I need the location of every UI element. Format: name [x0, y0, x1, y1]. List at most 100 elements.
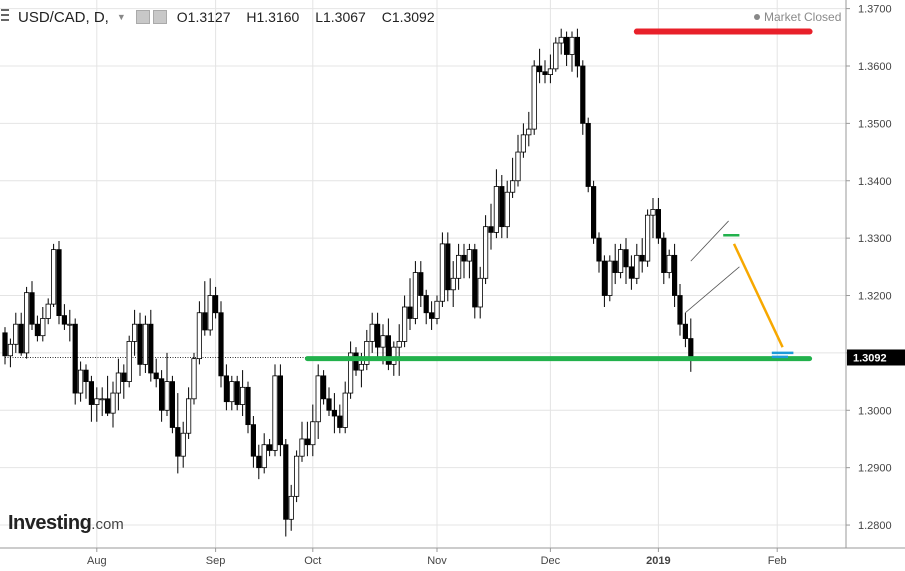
candle-down — [326, 398, 332, 411]
candle-up — [520, 134, 527, 153]
candle-down — [499, 186, 505, 228]
candle-down — [266, 444, 273, 451]
candle-down — [202, 312, 208, 331]
candle-up — [7, 343, 13, 357]
channel-lower — [685, 266, 740, 314]
candle-down — [655, 209, 662, 239]
chevron-down-icon[interactable]: ▼ — [116, 12, 126, 22]
candle-up — [547, 68, 554, 75]
candle-up — [455, 254, 462, 279]
candle-up — [142, 323, 148, 365]
chart-header: USD/CAD, D, ▼ O1.3127 H1.3160 L1.3067 C1… — [0, 7, 447, 27]
candle-down — [153, 372, 159, 380]
candle-down — [158, 378, 165, 411]
investing-logo: Investing.com — [8, 512, 124, 535]
x-axis: Aug Sep Oct Nov Dec 2019 Feb — [0, 547, 905, 567]
candle-up — [207, 295, 213, 331]
candle-down — [121, 372, 127, 382]
ohlc-readout: O1.3127 H1.3160 L1.3067 C1.3092 — [177, 9, 447, 25]
candle-down — [585, 122, 591, 187]
x-tick-label: Oct — [304, 555, 321, 567]
close-value: C1.3092 — [381, 9, 435, 25]
candle-up — [618, 249, 624, 273]
candle-down — [672, 254, 678, 296]
candle-up — [369, 323, 375, 342]
candle-up — [40, 318, 46, 337]
indicator-icon[interactable] — [152, 10, 167, 24]
logo-suffix: .com — [91, 516, 124, 533]
candle-down — [88, 381, 94, 405]
x-tick-label: Dec — [541, 555, 561, 567]
menu-icon[interactable] — [1, 9, 9, 23]
candle-down — [537, 65, 543, 73]
candle-up — [78, 369, 84, 394]
candle-down — [83, 369, 89, 382]
candle-down — [661, 237, 667, 273]
candle-up — [504, 191, 510, 228]
candle-down — [628, 266, 635, 279]
candle-up — [185, 398, 192, 434]
candle-down — [72, 323, 78, 394]
candle-up — [239, 386, 246, 405]
candle-down — [137, 323, 143, 365]
y-tick-label: 1.3600 — [858, 61, 892, 73]
candle-down — [542, 71, 548, 75]
candle-down — [374, 323, 381, 348]
candle-down — [234, 381, 240, 405]
candle-up — [401, 306, 408, 342]
candle-up — [110, 392, 116, 414]
candle-down — [56, 249, 62, 317]
x-tick-label: 2019 — [646, 555, 670, 567]
candle-up — [380, 335, 386, 348]
candle-up — [515, 151, 521, 182]
candle-down — [175, 427, 181, 457]
last-price-label: 1.3092 — [853, 352, 887, 364]
candle-down — [169, 381, 175, 428]
settings-icon[interactable] — [135, 10, 150, 24]
candle-down — [34, 323, 41, 337]
market-status-label: Market Closed — [764, 10, 842, 24]
candle-down — [250, 424, 256, 457]
candle-up — [310, 421, 316, 446]
candle-up — [391, 346, 397, 365]
candle-up — [439, 243, 446, 302]
candle-up — [67, 323, 73, 326]
candle-down — [601, 260, 608, 296]
candle-up — [650, 209, 656, 216]
candle-up — [23, 292, 30, 354]
annotation-lines[interactable] — [304, 28, 813, 362]
candle-down — [256, 455, 262, 469]
candle-down — [337, 415, 343, 428]
candle-up — [553, 42, 559, 70]
candle-up — [196, 312, 202, 360]
candle-down — [488, 226, 494, 233]
candle-down — [218, 312, 224, 377]
open-value: O1.3127 — [176, 9, 231, 25]
candle-up — [272, 375, 278, 451]
candle-down — [612, 260, 618, 273]
candle-up — [342, 392, 348, 428]
low-value: L1.3067 — [315, 9, 366, 25]
candle-up — [261, 444, 267, 469]
candle-down — [428, 312, 435, 319]
candle-up — [299, 438, 305, 457]
candle-down — [245, 386, 251, 426]
candle-down — [580, 65, 586, 124]
candle-up — [477, 277, 483, 308]
candle-down — [591, 186, 597, 239]
candle-up — [466, 249, 473, 262]
candle-up — [358, 363, 365, 371]
x-tick-label: Feb — [768, 555, 787, 567]
candle-up — [531, 65, 537, 130]
candle-down — [574, 36, 581, 67]
y-tick-label: 1.3000 — [858, 405, 892, 417]
candle-down — [639, 254, 645, 262]
symbol-label[interactable]: USD/CAD, D, — [18, 8, 109, 26]
candle-down — [212, 295, 219, 314]
y-tick-label: 1.3200 — [858, 291, 892, 303]
candle-up — [347, 352, 354, 394]
candle-up — [293, 455, 300, 497]
candle-down — [18, 323, 24, 354]
candle-up — [396, 341, 402, 348]
